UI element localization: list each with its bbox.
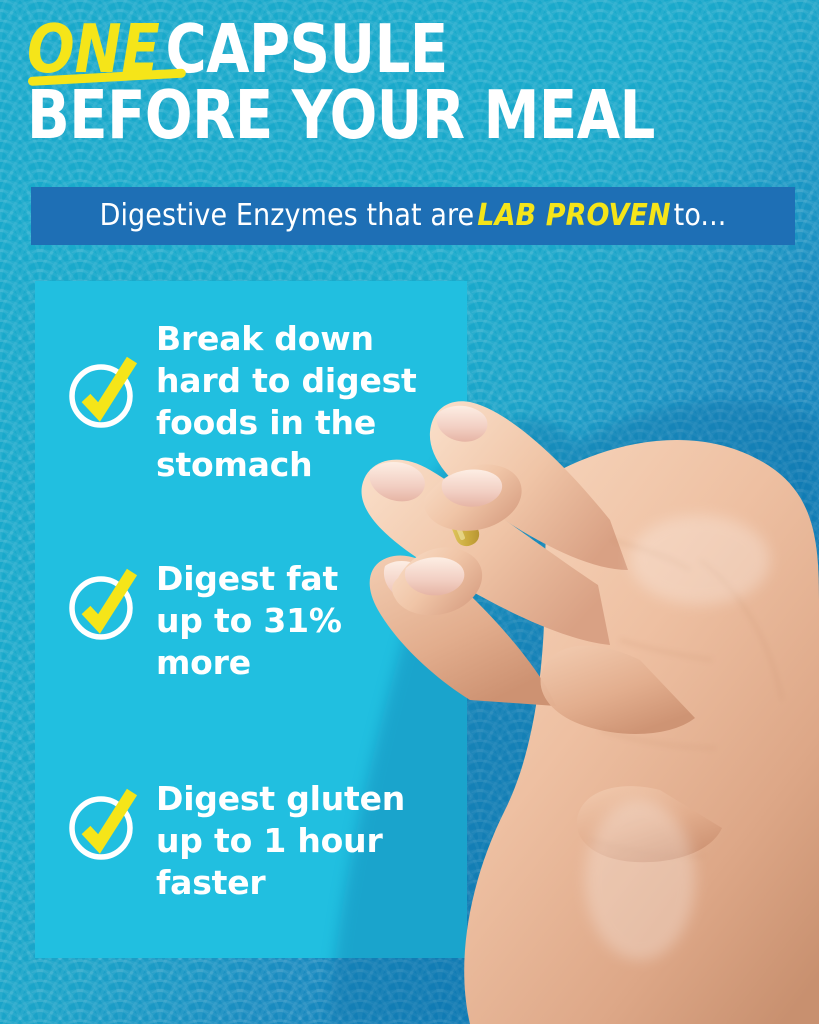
- headline: ONECAPSULE BEFORE YOUR MEAL: [27, 16, 797, 154]
- check-circle-icon-glyph: [69, 356, 138, 428]
- benefit-item: Digest fat up to 31% more: [66, 558, 466, 684]
- check-circle-icon: [66, 564, 144, 644]
- benefit-text: Break down hard to digest foods in the s…: [156, 319, 417, 484]
- benefit-text: Digest gluten up to 1 hour faster: [156, 779, 406, 902]
- check-circle-icon-glyph: [69, 788, 138, 860]
- subtitle-emphasis-lab-proven: LAB PROVEN: [477, 198, 671, 233]
- headline-line-1-rest: CAPSULE: [165, 10, 448, 88]
- headline-line-1: ONECAPSULE: [27, 16, 743, 83]
- benefit-text: Digest fat up to 31% more: [156, 559, 342, 682]
- benefit-item: Digest gluten up to 1 hour faster: [66, 778, 466, 904]
- check-circle-icon: [66, 784, 144, 864]
- check-circle-icon-glyph: [69, 568, 138, 640]
- check-circle-icon: [66, 352, 144, 432]
- subtitle-before: Digestive Enzymes that are: [99, 198, 475, 233]
- subtitle-text: Digestive Enzymes that are LAB PROVEN to..…: [100, 201, 727, 231]
- benefit-item: Break down hard to digest foods in the s…: [66, 318, 466, 486]
- subtitle-after: to...: [673, 198, 727, 233]
- subtitle-bar: Digestive Enzymes that are LAB PROVEN to..…: [31, 187, 795, 245]
- headline-line-2: BEFORE YOUR MEAL: [27, 76, 655, 154]
